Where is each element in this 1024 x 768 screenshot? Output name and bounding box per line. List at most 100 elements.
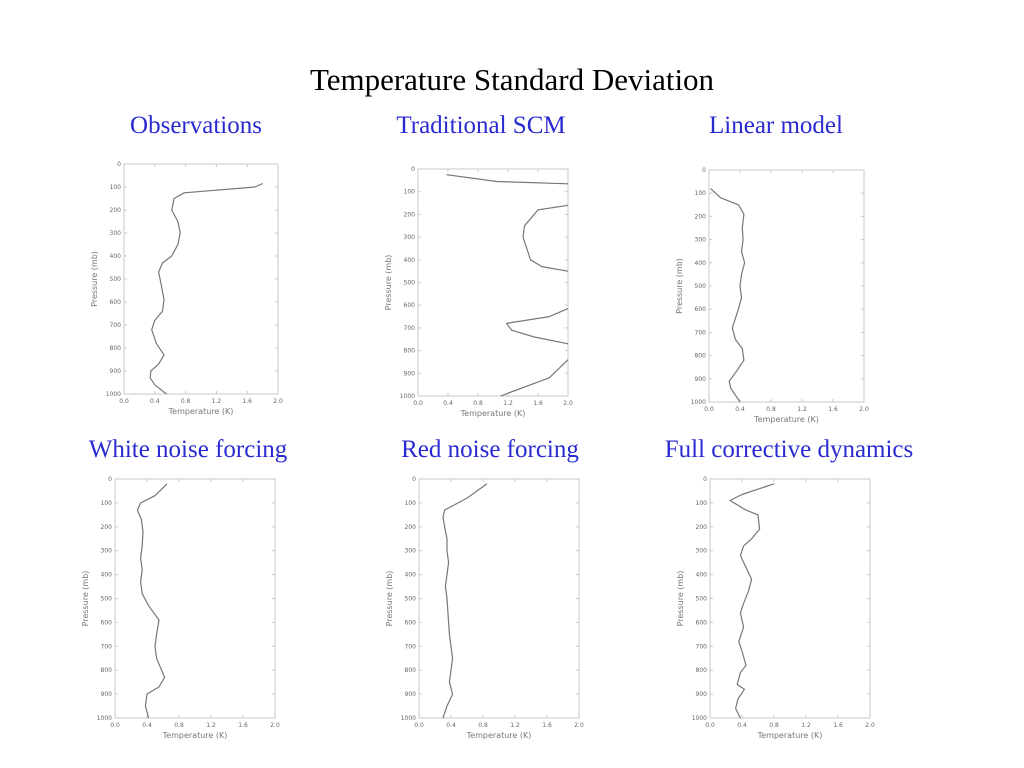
x-tick-label: 0.8 — [181, 398, 191, 405]
x-tick-label: 0.0 — [704, 406, 714, 413]
x-tick-label: 0.4 — [446, 722, 456, 729]
series-line — [442, 483, 488, 719]
x-axis-label: Temperature (K) — [162, 731, 228, 740]
y-tick-label: 700 — [405, 643, 417, 650]
y-tick-label: 700 — [695, 329, 707, 336]
y-tick-label: 100 — [110, 184, 122, 191]
y-tick-label: 700 — [696, 643, 708, 650]
y-tick-label: 400 — [101, 572, 113, 579]
x-tick-label: 0.8 — [174, 722, 184, 729]
y-tick-label: 500 — [101, 596, 113, 603]
slide-title: Temperature Standard Deviation — [309, 62, 715, 97]
y-tick-label: 0 — [108, 476, 112, 483]
y-tick-label: 100 — [404, 189, 416, 196]
y-tick-label: 400 — [695, 260, 707, 267]
plot-frame — [417, 168, 569, 397]
panel-title-observations: Observations — [130, 112, 262, 139]
y-tick-label: 600 — [696, 619, 708, 626]
x-tick-label: 0.8 — [473, 400, 483, 407]
series-line — [149, 183, 263, 395]
y-tick-label: 300 — [110, 230, 122, 237]
y-tick-label: 600 — [110, 299, 122, 306]
x-tick-label: 0.8 — [478, 722, 488, 729]
y-tick-label: 300 — [404, 234, 416, 241]
series-line — [446, 174, 569, 397]
y-tick-label: 800 — [101, 667, 113, 674]
x-tick-label: 2.0 — [574, 722, 584, 729]
x-tick-label: 0.4 — [142, 722, 152, 729]
x-tick-label: 1.6 — [833, 722, 843, 729]
y-axis-label: Pressure (mb) — [385, 571, 394, 627]
y-tick-label: 200 — [405, 524, 417, 531]
y-axis-label: Pressure (mb) — [90, 251, 99, 307]
y-tick-label: 300 — [101, 548, 113, 555]
y-tick-label: 1000 — [692, 715, 707, 722]
y-axis-label: Pressure (mb) — [676, 571, 685, 627]
y-tick-label: 1000 — [106, 391, 121, 398]
x-tick-label: 2.0 — [273, 398, 283, 405]
y-tick-label: 800 — [405, 667, 417, 674]
y-tick-label: 600 — [101, 619, 113, 626]
y-tick-label: 200 — [110, 207, 122, 214]
x-tick-label: 0.8 — [769, 722, 779, 729]
y-tick-label: 300 — [696, 548, 708, 555]
y-tick-label: 300 — [695, 237, 707, 244]
y-tick-label: 1000 — [400, 393, 415, 400]
x-tick-label: 0.4 — [443, 400, 453, 407]
y-tick-label: 800 — [696, 667, 708, 674]
y-tick-label: 900 — [404, 370, 416, 377]
x-axis-label: Temperature (K) — [757, 731, 823, 740]
y-tick-label: 900 — [101, 691, 113, 698]
x-tick-label: 0.4 — [735, 406, 745, 413]
y-tick-label: 800 — [404, 348, 416, 355]
x-tick-label: 1.6 — [242, 398, 252, 405]
x-tick-label: 0.0 — [413, 400, 423, 407]
x-tick-label: 1.2 — [510, 722, 520, 729]
y-tick-label: 0 — [702, 167, 706, 174]
x-tick-label: 1.2 — [206, 722, 216, 729]
y-tick-label: 100 — [696, 500, 708, 507]
y-tick-label: 500 — [696, 596, 708, 603]
plot-frame — [123, 163, 279, 395]
series-line — [729, 483, 775, 719]
y-tick-label: 0 — [117, 161, 121, 168]
x-tick-label: 1.6 — [533, 400, 543, 407]
y-tick-label: 200 — [696, 524, 708, 531]
plot-frame — [709, 478, 871, 719]
y-tick-label: 1000 — [401, 715, 416, 722]
x-tick-label: 1.6 — [542, 722, 552, 729]
y-tick-label: 800 — [110, 345, 122, 352]
x-tick-label: 0.0 — [414, 722, 424, 729]
x-tick-label: 0.4 — [737, 722, 747, 729]
y-tick-label: 600 — [404, 302, 416, 309]
x-axis-label: Temperature (K) — [460, 409, 526, 418]
x-tick-label: 0.0 — [119, 398, 129, 405]
plot-frame — [708, 169, 865, 403]
x-tick-label: 0.8 — [766, 406, 776, 413]
y-tick-label: 200 — [101, 524, 113, 531]
y-tick-label: 900 — [696, 691, 708, 698]
y-tick-label: 100 — [405, 500, 417, 507]
y-axis-label: Pressure (mb) — [675, 258, 684, 314]
y-tick-label: 700 — [101, 643, 113, 650]
x-tick-label: 2.0 — [563, 400, 573, 407]
y-tick-label: 0 — [703, 476, 707, 483]
x-tick-label: 2.0 — [270, 722, 280, 729]
y-tick-label: 500 — [404, 280, 416, 287]
series-line — [136, 483, 168, 719]
x-tick-label: 0.0 — [110, 722, 120, 729]
y-tick-label: 300 — [405, 548, 417, 555]
x-tick-label: 1.2 — [797, 406, 807, 413]
panel-title-white-noise-forcing: White noise forcing — [88, 436, 288, 463]
x-tick-label: 1.6 — [238, 722, 248, 729]
y-tick-label: 200 — [404, 211, 416, 218]
y-tick-label: 500 — [110, 276, 122, 283]
y-tick-label: 100 — [695, 190, 707, 197]
y-tick-label: 100 — [101, 500, 113, 507]
